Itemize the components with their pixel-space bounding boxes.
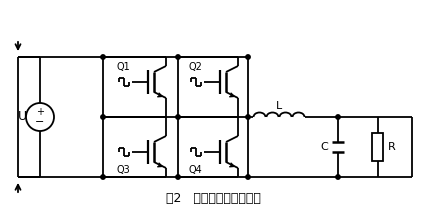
Text: +: + [36, 107, 44, 117]
Circle shape [245, 175, 250, 179]
Text: U: U [17, 110, 26, 124]
Text: Q1: Q1 [116, 62, 130, 72]
Text: C: C [320, 142, 327, 152]
Text: Q2: Q2 [187, 62, 201, 72]
Text: 图2   逆变电路的电原理图: 图2 逆变电路的电原理图 [165, 192, 260, 205]
Circle shape [245, 55, 250, 59]
Text: R: R [387, 142, 395, 152]
Bar [371, 133, 383, 161]
Circle shape [101, 175, 105, 179]
Circle shape [176, 175, 180, 179]
Circle shape [176, 55, 180, 59]
Circle shape [335, 175, 340, 179]
Circle shape [176, 115, 180, 119]
Circle shape [335, 115, 340, 119]
Circle shape [101, 115, 105, 119]
Text: L: L [275, 101, 282, 111]
Text: −: − [35, 117, 45, 127]
Circle shape [101, 55, 105, 59]
Text: Q3: Q3 [116, 165, 130, 175]
Circle shape [245, 115, 250, 119]
Text: Q4: Q4 [188, 165, 201, 175]
